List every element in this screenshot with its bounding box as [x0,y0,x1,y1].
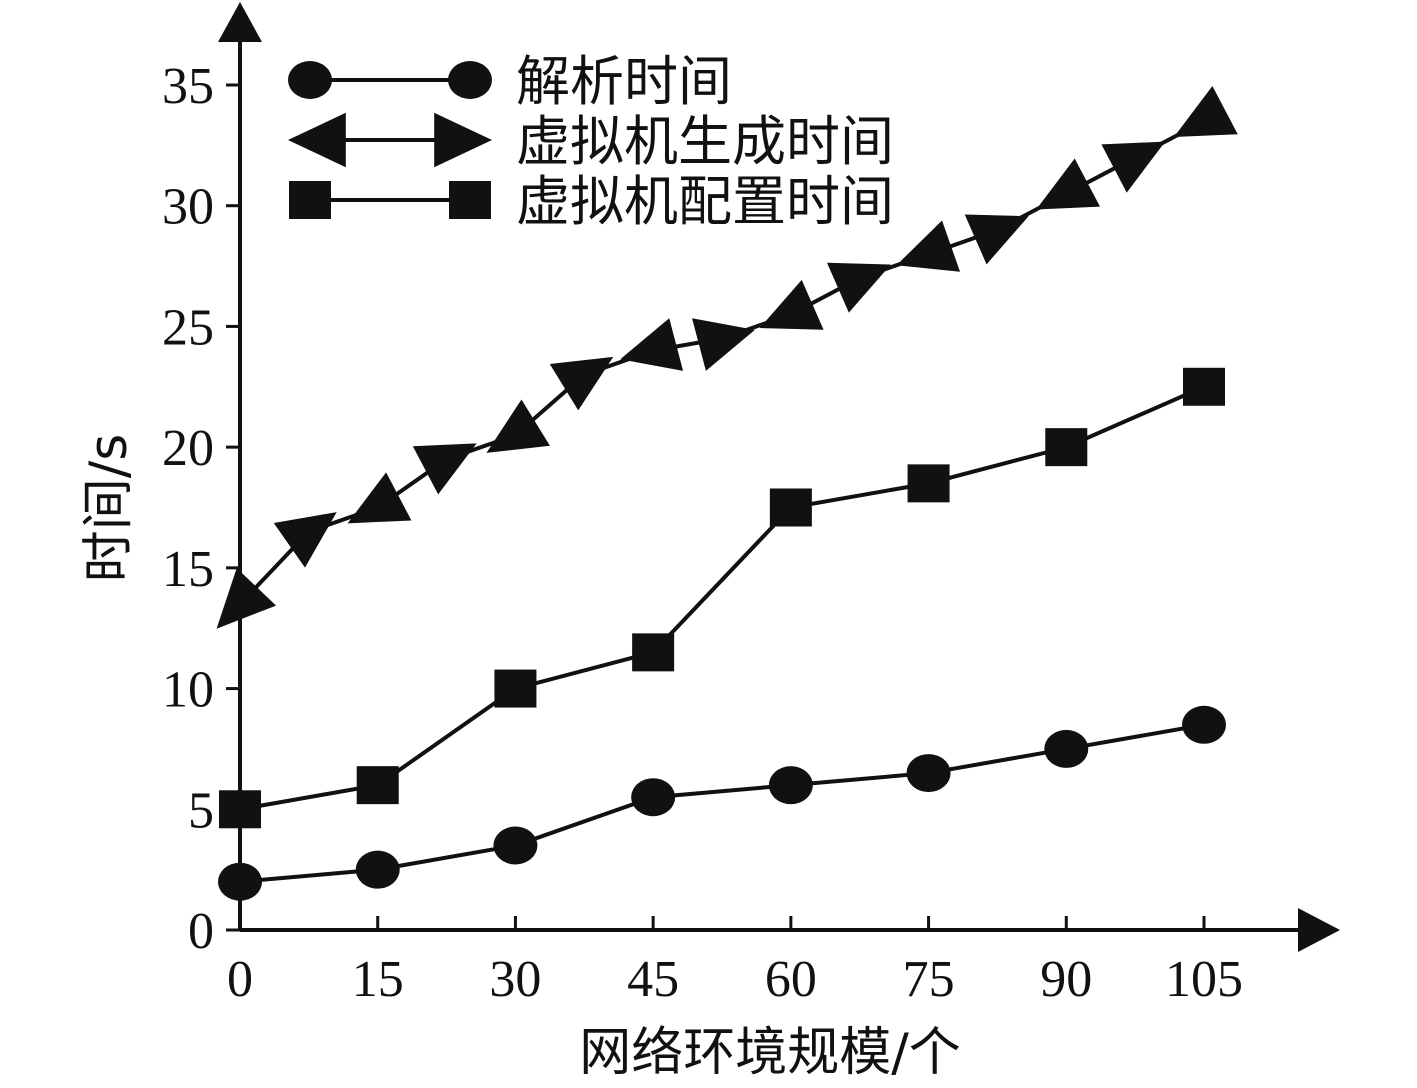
y-tick-label: 30 [162,179,214,236]
legend-marker-left [288,112,346,168]
legend-label: 虚拟机生成时间 [516,110,894,173]
data-point [494,669,537,708]
data-point [964,214,1029,265]
data-point [355,850,400,889]
data-point [1044,729,1089,768]
axes: 0 5 10 15 20 25 30 35 0 15 30 45 60 75 90 105 [162,2,1340,1008]
data-point [1036,158,1101,210]
series-line [239,384,1205,812]
data-point [769,488,812,527]
x-tick-label: 45 [627,951,679,1008]
series-circle [218,705,1226,901]
y-axis-arrow [218,2,262,42]
series-layer [216,86,1238,901]
data-point [768,766,813,805]
x-tick-label: 30 [489,951,541,1008]
data-point [356,766,399,805]
data-point [896,220,961,272]
x-tick-label: 75 [903,951,955,1008]
data-point [826,262,891,313]
legend-marker-left [289,181,331,219]
y-tick-label: 25 [162,299,214,356]
data-point [1183,367,1225,406]
y-axis-title: 时间/s [79,434,139,583]
x-tick-label: 0 [227,951,253,1008]
data-point [907,464,950,503]
data-point [1101,141,1166,193]
x-tick-label: 15 [352,951,404,1008]
series-triangle [216,86,1238,629]
data-point [412,443,477,495]
data-point [219,790,261,829]
legend-item: 虚拟机生成时间 [288,110,894,173]
legend-marker-right [434,112,492,168]
data-point [1045,428,1088,467]
y-tick-label: 20 [162,420,214,477]
y-tick-label: 10 [162,662,214,719]
legend-marker-right [448,61,492,99]
data-point [1173,86,1238,138]
x-axis-arrow [1298,908,1340,952]
y-tick-label: 15 [162,541,214,598]
x-tick-label: 60 [765,951,817,1008]
series-line [239,722,1205,884]
data-point [218,862,262,901]
data-point [486,399,550,453]
x-tick-label: 90 [1040,951,1092,1008]
y-tick-label: 0 [188,903,214,960]
data-point [549,356,614,411]
x-axis-title: 网络环境规模/个 [579,1023,961,1083]
x-tick-label: 105 [1165,951,1243,1008]
legend-label: 解析时间 [516,50,732,113]
legend-marker-right [449,181,491,219]
data-point [632,633,675,672]
data-point [273,512,337,568]
legend-label: 虚拟机配置时间 [516,170,894,233]
y-tick-label: 5 [188,782,214,839]
data-point [906,754,951,793]
data-point [216,568,277,629]
data-point [631,778,676,817]
data-point [493,826,538,865]
data-point [347,472,412,524]
legend-item: 虚拟机配置时间 [289,170,894,233]
data-point [620,318,684,371]
series-square [219,367,1225,829]
legend-item: 解析时间 [288,50,732,113]
data-point [759,279,824,330]
data-point [692,318,755,371]
y-tick-label: 35 [162,58,214,115]
data-point [1182,705,1226,744]
legend-marker-left [288,61,332,99]
